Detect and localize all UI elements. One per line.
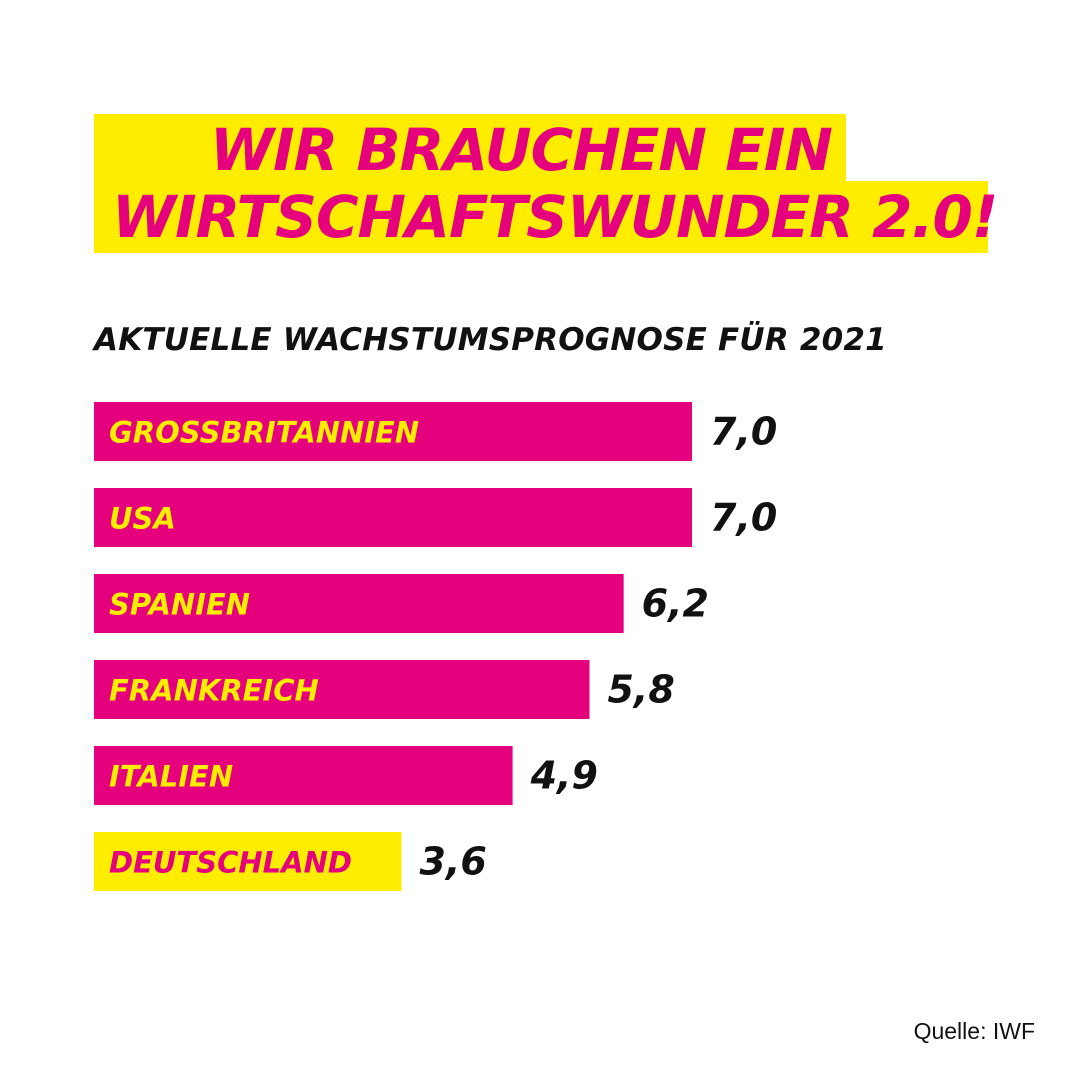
category-label: DEUTSCHLAND bbox=[109, 846, 352, 880]
bar bbox=[94, 746, 513, 805]
headline-line-1: WIR BRAUCHEN EIN bbox=[94, 114, 846, 186]
category-label: ITALIEN bbox=[109, 760, 233, 794]
category-label: USA bbox=[109, 502, 176, 536]
bar bbox=[94, 832, 402, 891]
value-label: 4,9 bbox=[530, 754, 598, 798]
value-label: 7,0 bbox=[710, 410, 777, 454]
source-note: Quelle: IWF bbox=[913, 1018, 1035, 1044]
value-label: 7,0 bbox=[710, 496, 777, 540]
bar bbox=[94, 574, 624, 633]
bar bbox=[94, 660, 590, 719]
bar bbox=[94, 402, 692, 461]
bar bbox=[94, 488, 692, 547]
category-label: GROSSBRITANNIEN bbox=[109, 416, 419, 450]
headline-line-2: WIRTSCHAFTSWUNDER 2.0! bbox=[94, 181, 998, 253]
chart-title: AKTUELLE WACHSTUMSPROGNOSE FÜR 2021 bbox=[94, 322, 887, 358]
category-label: FRANKREICH bbox=[109, 674, 319, 708]
value-label: 3,6 bbox=[420, 840, 487, 884]
value-label: 6,2 bbox=[642, 582, 709, 626]
value-label: 5,8 bbox=[607, 668, 674, 712]
category-label: SPANIEN bbox=[109, 588, 250, 622]
